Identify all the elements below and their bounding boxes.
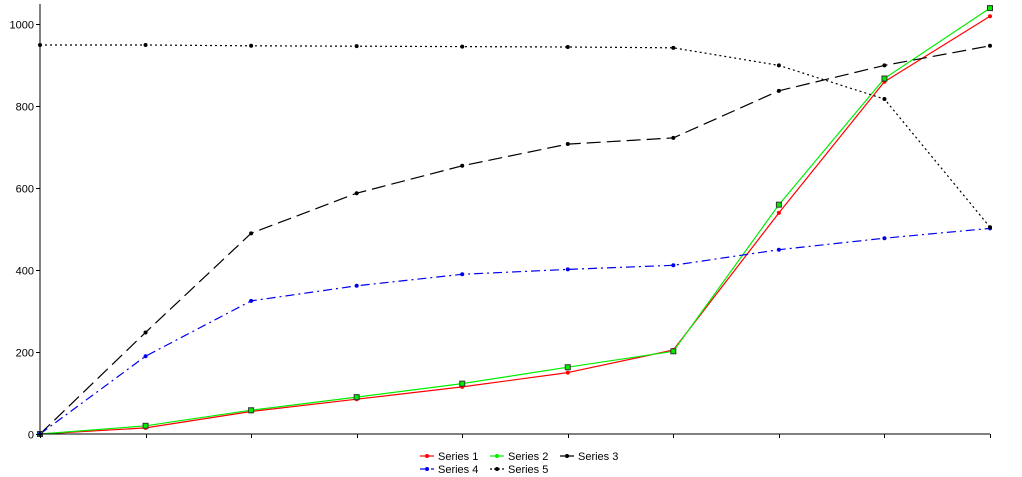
series-3-point (671, 135, 676, 140)
series-3-point (143, 330, 148, 335)
series-5-point (249, 43, 254, 48)
series-2-point (459, 380, 466, 387)
series-4-point (882, 236, 887, 241)
series-4-point (460, 272, 465, 277)
series-2-point (248, 407, 255, 414)
series-3-point (776, 88, 781, 93)
series-line-5 (40, 44, 991, 228)
series-1-point (988, 14, 992, 19)
series-5-point (143, 42, 148, 47)
legend-label-5: Series 5 (508, 464, 548, 476)
series-line-3 (39, 45, 991, 435)
legend-marker-2 (495, 454, 499, 458)
series-2-point (775, 201, 782, 208)
legend-marker-4 (425, 467, 429, 471)
series-4-point (354, 283, 359, 288)
series-4-point (249, 298, 254, 303)
series-5-point (776, 63, 781, 68)
series-2-point (881, 75, 888, 82)
legend-label-3: Series 3 (578, 451, 618, 463)
legend-label-1: Series 1 (438, 451, 478, 463)
legend-label-4: Series 4 (438, 464, 478, 476)
series-3-point (249, 231, 254, 236)
series-5-point (565, 45, 570, 49)
series-3-point (988, 43, 992, 48)
legend: Series 1 Series 2 Series 3 Series 4 Series 5 (420, 451, 618, 476)
series-5-point (671, 45, 676, 50)
series-line-1 (39, 15, 991, 435)
legend-marker-1 (425, 454, 429, 458)
series-3-point (460, 163, 465, 168)
series-2-point (142, 422, 149, 429)
series-2-point (564, 364, 571, 371)
y-tick-label: 400 (16, 266, 34, 278)
axes: 0 200 400 600 800 1000 (10, 4, 991, 442)
series-4-point (776, 247, 781, 252)
series-5-point (882, 97, 887, 102)
plot-lines (39, 7, 991, 435)
series-3-point (882, 63, 887, 68)
legend-label-2: Series 2 (508, 451, 548, 463)
y-tick-label: 1000 (10, 20, 34, 32)
y-tick-label: 200 (16, 348, 34, 360)
y-tick-label: 800 (16, 102, 34, 114)
series-2-point (353, 394, 360, 401)
series-1-point (776, 210, 781, 215)
series-3-point (354, 191, 359, 196)
legend-marker-5 (495, 467, 499, 471)
legend-marker-3 (565, 454, 569, 458)
y-tick-label: 600 (16, 184, 34, 196)
series-5-point (460, 44, 465, 49)
series-2-point (670, 348, 677, 355)
series-line-2 (39, 7, 991, 435)
series-4-point (143, 354, 148, 359)
series-4-point (671, 263, 676, 268)
series-5-point (354, 44, 359, 49)
series-5-point (988, 225, 992, 230)
series-3-point (565, 142, 570, 147)
series-1-point (565, 370, 570, 375)
plot-markers (37, 5, 993, 437)
y-tick-label: 0 (28, 430, 34, 442)
series-2-point (987, 5, 993, 12)
series-line-4 (39, 227, 991, 435)
series-4-point (565, 267, 570, 272)
